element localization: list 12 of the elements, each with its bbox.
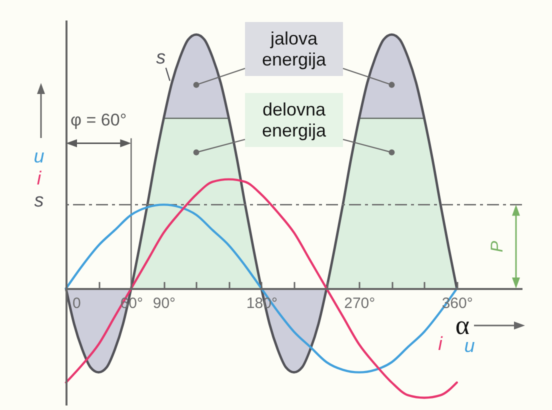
annotation: delovna energija [262, 100, 328, 140]
ref-line-label: P [488, 240, 506, 252]
ref-line-label: φ = 60° [70, 110, 127, 130]
annotation: jalova energija [262, 28, 328, 70]
x-tick-label: 90° [152, 295, 176, 312]
text: i [36, 168, 42, 190]
series-label: s [156, 47, 166, 68]
text: s [34, 190, 44, 212]
x-tick-label: 0 [72, 295, 81, 312]
series-label: i [438, 334, 444, 356]
text: u [34, 146, 44, 168]
x-tick-label: 270° [344, 295, 376, 312]
